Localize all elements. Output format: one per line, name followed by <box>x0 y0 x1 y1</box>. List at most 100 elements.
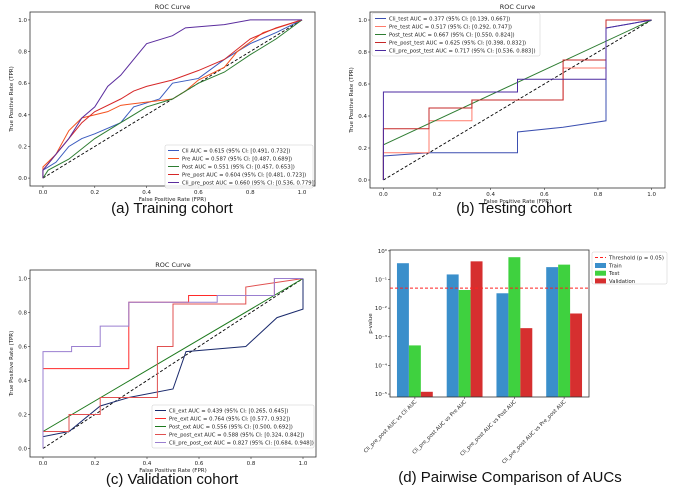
legend-label: Pre_post_ext AUC = 0.588 (95% CI: [0.324… <box>169 433 304 439</box>
legend-box <box>151 404 315 449</box>
x-tick-label: Cli_pre_post AUC vs Pre AUC <box>412 399 469 456</box>
roc-curve-4 <box>42 278 303 449</box>
bar-test-2 <box>508 257 521 397</box>
y-tick-label: 0.4 <box>18 379 27 385</box>
bar-train-0 <box>396 263 409 397</box>
legend-label: Cli_pre_post_ext AUC = 0.827 (95% CI: [0… <box>169 441 314 447</box>
x-tick-label: 1.0 <box>299 461 308 467</box>
x-tick-label: 0.8 <box>594 192 603 198</box>
legend-swatch <box>595 270 606 276</box>
legend-label: Post AUC = 0.551 (95% CI: [0.457, 0.653]… <box>182 165 295 171</box>
legend-label: Post_test AUC = 0.667 (95% CI: [0.550, 0… <box>389 33 515 39</box>
legend-box <box>371 12 541 57</box>
legend-box <box>591 251 668 285</box>
chart-title: ROC Curve <box>500 3 535 11</box>
x-tick-label: 0.6 <box>195 461 204 467</box>
panel-caption-c: (c) Validation cohort <box>106 471 239 488</box>
chart-title: ROC Curve <box>155 3 190 11</box>
y-tick-label: 0.0 <box>18 176 27 182</box>
bar-validation-0 <box>420 391 433 397</box>
plot-frame <box>29 269 317 458</box>
bar-test-0 <box>408 345 421 397</box>
y-tick-label: 10⁻² <box>375 305 387 312</box>
x-tick-label: 0.4 <box>143 461 152 467</box>
x-tick-label: Cli_pre_post AUC vs Post AUC <box>459 399 518 458</box>
legend-label: Pre_post AUC = 0.604 (95% CI: [0.481, 0.… <box>182 173 306 179</box>
x-tick-label: Cli_pre_post AUC vs Cli AUC <box>363 399 419 455</box>
y-tick-label: 0.8 <box>18 311 27 317</box>
x-tick-label: 0.6 <box>540 192 549 198</box>
x-tick-label: 0.4 <box>486 192 495 198</box>
x-tick-label: 0.6 <box>194 190 203 196</box>
y-axis-label: p-value <box>368 313 374 334</box>
roc-curve-0 <box>42 278 304 449</box>
y-tick-label: 10⁻⁴ <box>375 362 388 369</box>
y-tick-label: 1.0 <box>18 18 27 24</box>
roc-curve-4 <box>42 19 303 179</box>
roc-panel-c: ROC Curve 0.0 0.2 0.4 0.6 0.8 1.0 0.0 0.2 0.4 0.6 0… <box>9 261 317 474</box>
legend-swatch <box>595 278 606 284</box>
pvalue-bar-panel: 10⁰ 10⁻¹ 10⁻² 10⁻³ 10⁻⁴ 10⁻⁵ p-value Cli_pre_po… <box>363 248 668 465</box>
roc-curve-1 <box>42 19 303 179</box>
legend-label: Test <box>608 271 619 277</box>
bar-train-1 <box>446 274 459 397</box>
x-axis-label: False Positive Rate (FPR) <box>484 199 551 205</box>
x-tick-label: 0.8 <box>247 461 256 467</box>
y-tick-label: 0.4 <box>358 114 367 120</box>
bar-test-1 <box>458 289 471 397</box>
y-axis-label: True Positive Rate (TPR) <box>9 331 15 398</box>
legend-label: Post_ext AUC = 0.556 (95% CI: [0.500, 0.… <box>169 425 293 431</box>
roc-panel-a: ROC Curve 0.0 0.2 0.4 0.6 0.8 1.0 0.0 0.2 0.4 0.6 0… <box>9 3 316 203</box>
panel-caption-d: (d) Pairwise Comparison of AUCs <box>398 469 621 486</box>
bar-train-2 <box>496 293 509 397</box>
y-tick-label: 1.0 <box>358 18 367 24</box>
y-axis-label: True Positive Rate (TPR) <box>9 66 15 133</box>
legend-label: Pre_post_test AUC = 0.625 (95% CI: [0.39… <box>389 41 526 47</box>
x-tick-label: 0.2 <box>90 190 99 196</box>
chance-diagonal <box>42 278 304 449</box>
legend-label: Pre_test AUC = 0.517 (95% CI: [0.292, 0.… <box>389 25 512 31</box>
x-tick-label: 0.4 <box>142 190 151 196</box>
legend-label: Pre_ext AUC = 0.764 (95% CI: [0.577, 0.9… <box>169 417 290 423</box>
y-tick-label: 0.4 <box>18 113 27 119</box>
bar-train-3 <box>546 267 559 397</box>
y-tick-label: 0.6 <box>18 345 27 351</box>
x-tick-label: 0.0 <box>39 190 48 196</box>
legend-label: Threshold (p = 0.05) <box>608 256 664 262</box>
y-tick-label: 0.2 <box>358 146 367 152</box>
x-tick-label: 0.8 <box>246 190 255 196</box>
legend-box <box>164 144 314 189</box>
legend-label: Pre AUC = 0.587 (95% CI: [0.487, 0.689]) <box>182 157 292 163</box>
legend-label: Validation <box>609 279 635 285</box>
roc-curve-3 <box>42 278 304 449</box>
x-tick-label: 0.2 <box>91 461 100 467</box>
bar-validation-2 <box>520 328 533 397</box>
x-axis-label: False Positive Rate (FPR) <box>139 197 206 203</box>
legend-label: Cli AUC = 0.615 (95% CI: [0.491, 0.732]) <box>182 149 290 155</box>
legend-label: Train <box>608 264 622 270</box>
panel-caption-b: (b) Testing cohort <box>456 200 572 217</box>
x-tick-label: 1.0 <box>647 192 656 198</box>
plot-frame <box>369 11 666 189</box>
roc-panel-b: ROC Curve 0.0 0.2 0.4 0.6 0.8 1.0 0.0 0.2 0.4 0.6 0… <box>349 3 666 205</box>
roc-curve-4 <box>382 19 652 180</box>
y-tick-label: 0.8 <box>18 50 27 56</box>
y-tick-label: 0.2 <box>18 144 27 150</box>
bar-validation-1 <box>470 261 483 397</box>
x-tick-label: 0.0 <box>379 192 388 198</box>
y-tick-label: 10⁰ <box>378 248 388 255</box>
legend-swatch <box>595 263 606 268</box>
y-tick-label: 0.8 <box>358 50 367 56</box>
y-tick-label: 0.6 <box>358 82 367 88</box>
chart-title: ROC Curve <box>155 261 190 269</box>
x-tick-label: 0.2 <box>433 192 442 198</box>
roc-curve-2 <box>42 19 303 179</box>
bar-test-3 <box>558 264 571 397</box>
legend-label: Cli_pre_post_test AUC = 0.717 (95% CI: [… <box>389 49 536 55</box>
legend-label: Cli_test AUC = 0.377 (95% CI: [0.139, 0.… <box>389 17 510 23</box>
y-tick-label: 10⁻¹ <box>375 276 387 283</box>
x-axis-label: False Positive Rate (FPR) <box>139 468 206 474</box>
legend-label: Cli_pre_post AUC = 0.660 (95% CI: [0.536… <box>182 181 316 187</box>
y-tick-label: 1.0 <box>18 277 27 283</box>
